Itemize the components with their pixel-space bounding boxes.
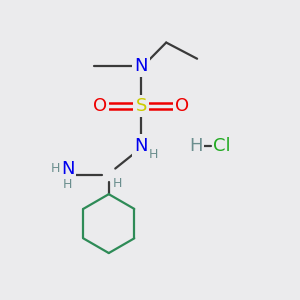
Text: H: H [50, 162, 60, 175]
Text: O: O [93, 97, 107, 115]
Text: H: H [149, 148, 158, 161]
Text: O: O [175, 97, 190, 115]
Text: N: N [134, 136, 148, 154]
Text: H: H [189, 136, 202, 154]
Text: N: N [134, 57, 148, 75]
Text: Cl: Cl [213, 136, 231, 154]
Text: S: S [136, 97, 147, 115]
Text: H: H [113, 177, 122, 190]
Text: N: N [61, 160, 74, 178]
Text: H: H [63, 178, 72, 191]
